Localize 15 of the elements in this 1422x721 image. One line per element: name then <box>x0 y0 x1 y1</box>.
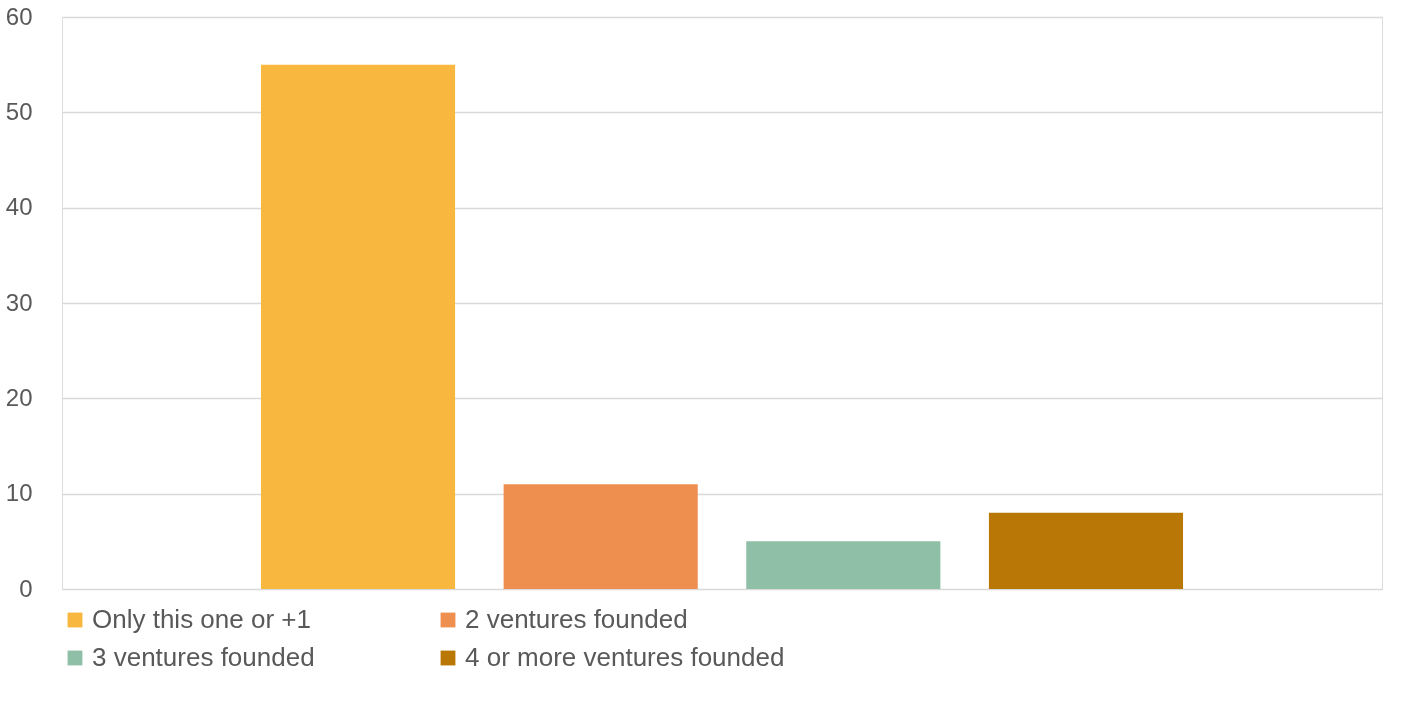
y-tick-label: 30 <box>5 288 33 316</box>
legend-label: 3 ventures founded <box>92 642 315 672</box>
legend-label: 4 or more ventures founded <box>465 642 785 672</box>
bar <box>746 541 941 589</box>
y-tick-label: 20 <box>5 383 33 411</box>
bar <box>988 512 1184 589</box>
y-tick-label: 10 <box>5 479 33 507</box>
y-tick-label: 0 <box>19 574 33 602</box>
y-tick-label: 60 <box>5 2 33 30</box>
bar <box>260 64 456 589</box>
bar <box>503 484 698 589</box>
y-tick-label: 40 <box>5 193 33 221</box>
legend-label: 2 ventures founded <box>465 604 688 634</box>
legend-label: Only this one or +1 <box>92 604 311 634</box>
y-tick-label: 50 <box>5 97 33 125</box>
